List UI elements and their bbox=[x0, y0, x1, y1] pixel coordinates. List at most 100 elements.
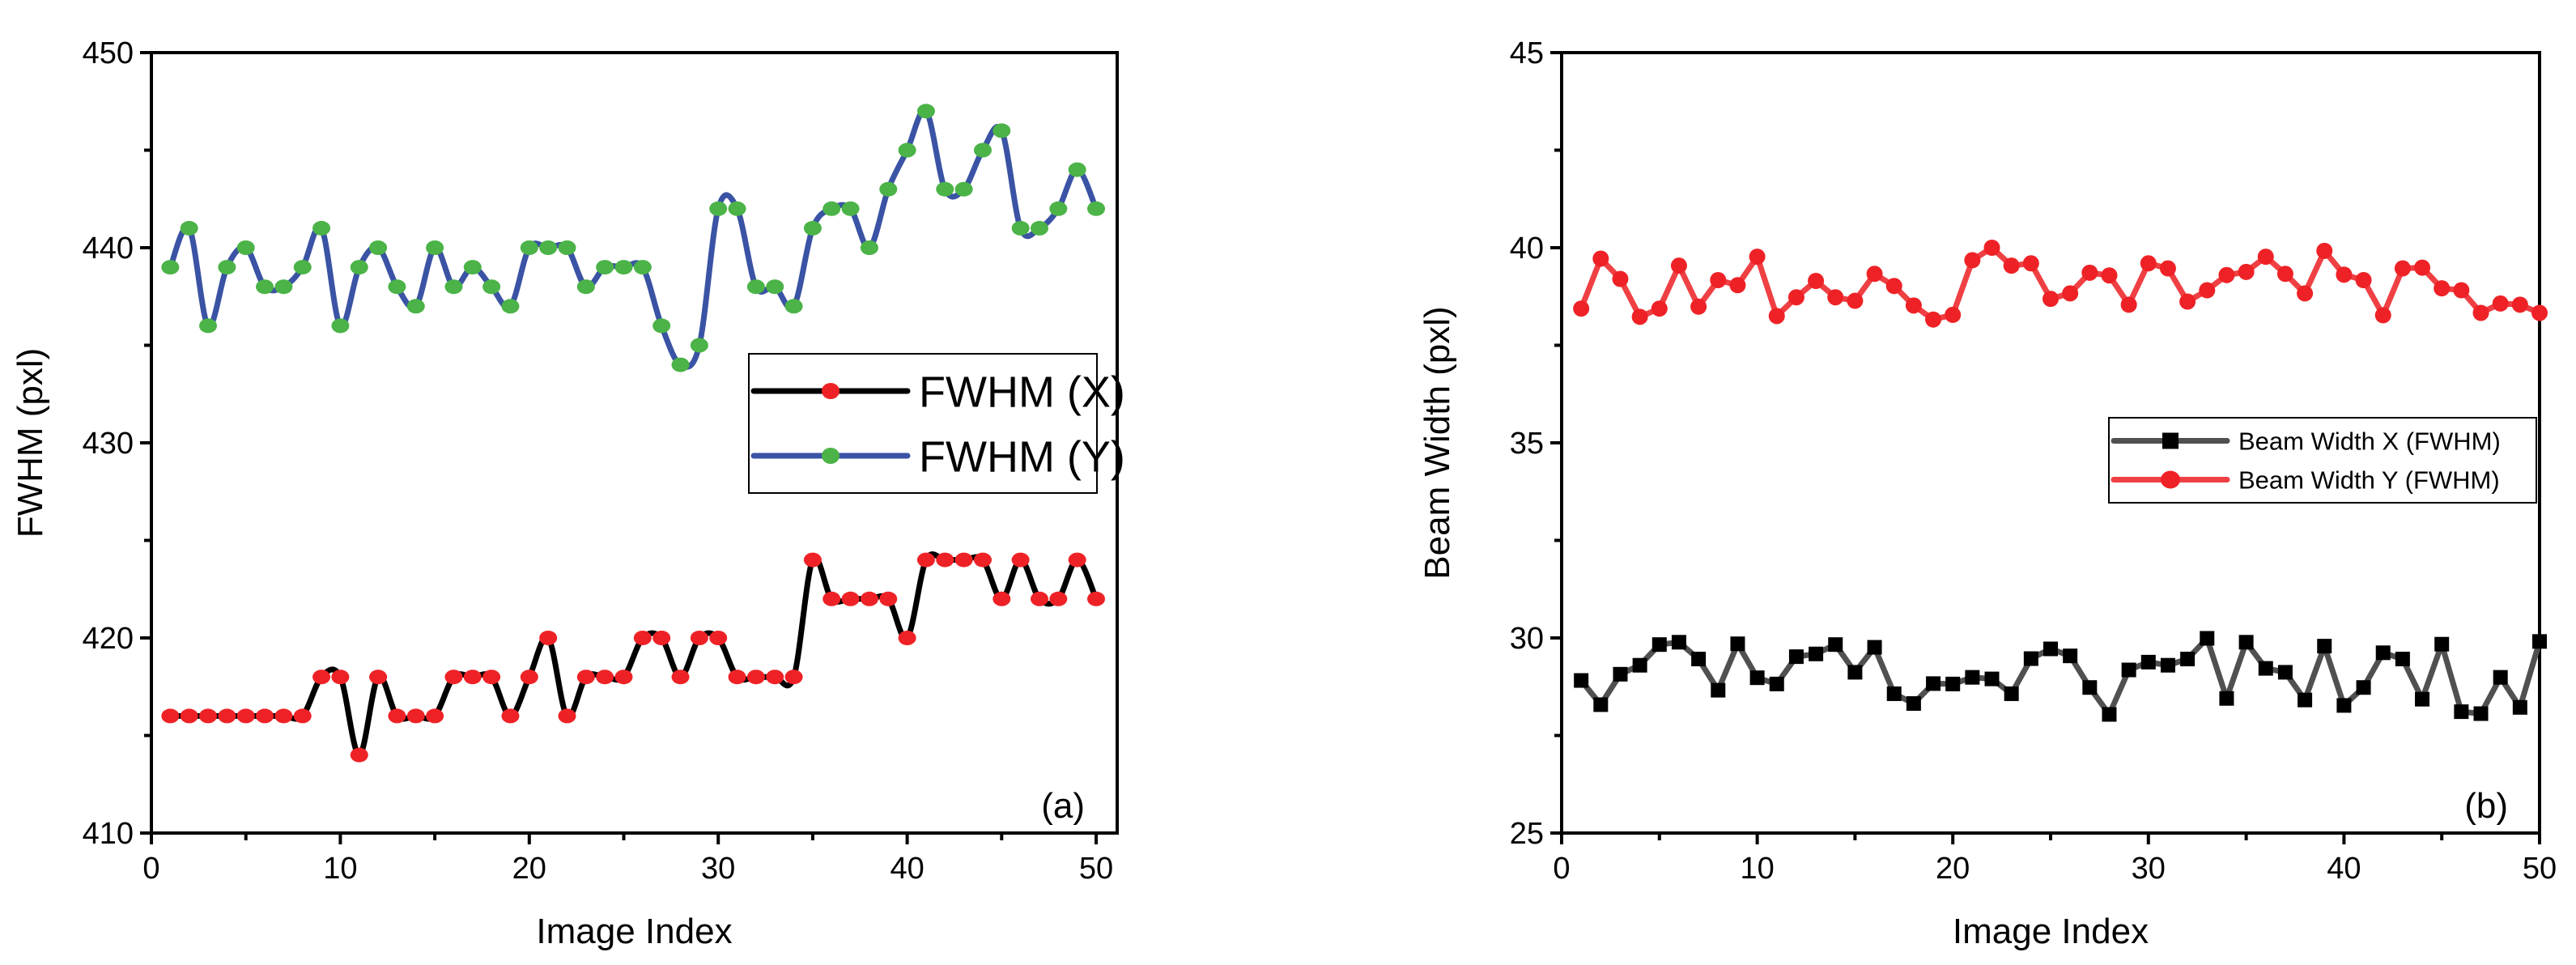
data-point-marker bbox=[2101, 267, 2118, 284]
data-point-marker bbox=[1964, 252, 1981, 269]
data-point-marker bbox=[1749, 249, 1766, 266]
data-point-marker bbox=[2277, 665, 2293, 680]
legend-label: Beam Width X (FWHM) bbox=[2238, 427, 2501, 456]
data-point-marker bbox=[312, 220, 331, 236]
data-point-marker bbox=[501, 708, 520, 724]
data-point-marker bbox=[841, 591, 860, 606]
data-point-marker bbox=[1886, 686, 1902, 701]
data-point-marker bbox=[1847, 665, 1863, 680]
data-point-marker bbox=[709, 631, 728, 645]
data-point-marker bbox=[916, 552, 935, 568]
y-tick-label: 40 bbox=[1510, 232, 1544, 266]
data-point-marker bbox=[161, 708, 180, 724]
y-tick-label: 420 bbox=[83, 622, 134, 656]
data-point-marker bbox=[690, 338, 708, 353]
data-point-marker bbox=[954, 181, 973, 197]
legend-box bbox=[748, 353, 1098, 494]
data-point-marker bbox=[463, 670, 482, 685]
data-point-marker bbox=[1030, 220, 1048, 236]
data-point-marker bbox=[388, 279, 406, 295]
data-point-marker bbox=[2355, 272, 2372, 289]
data-point-marker bbox=[2179, 293, 2196, 310]
data-point-marker bbox=[2512, 699, 2527, 715]
data-point-marker bbox=[1788, 649, 1804, 665]
data-point-marker bbox=[2121, 662, 2136, 678]
data-point-marker bbox=[2336, 266, 2353, 283]
data-point-marker bbox=[728, 201, 746, 216]
data-point-marker bbox=[2395, 652, 2410, 667]
data-point-marker bbox=[2276, 266, 2293, 283]
data-point-marker bbox=[1787, 289, 1804, 306]
data-point-marker bbox=[388, 708, 406, 724]
legend-marker bbox=[822, 448, 840, 464]
data-point-marker bbox=[558, 708, 576, 724]
data-point-marker bbox=[1945, 676, 1961, 691]
data-point-marker bbox=[766, 670, 784, 685]
data-point-marker bbox=[1593, 697, 1609, 712]
data-point-marker bbox=[2219, 691, 2234, 706]
data-point-marker bbox=[2218, 266, 2235, 283]
data-point-marker bbox=[803, 552, 822, 568]
data-point-marker bbox=[2531, 304, 2548, 321]
data-point-marker bbox=[898, 142, 916, 158]
data-point-marker bbox=[973, 142, 992, 158]
data-point-marker bbox=[973, 552, 992, 568]
data-point-marker bbox=[1011, 552, 1030, 568]
data-point-marker bbox=[1049, 591, 1068, 606]
data-point-marker bbox=[331, 670, 350, 685]
data-point-marker bbox=[2022, 255, 2039, 272]
data-point-marker bbox=[803, 220, 822, 236]
y-tick-label: 410 bbox=[83, 817, 134, 851]
legend: Beam Width X (FWHM) Beam Width Y (FWHM) bbox=[2108, 417, 2537, 504]
data-point-marker bbox=[576, 279, 595, 295]
data-point-marker bbox=[653, 631, 671, 645]
data-point-marker bbox=[1030, 591, 1048, 606]
data-point-marker bbox=[690, 631, 708, 645]
data-point-marker bbox=[199, 318, 218, 334]
data-point-marker bbox=[2023, 651, 2038, 666]
x-tick-label: 0 bbox=[142, 852, 159, 886]
data-point-marker bbox=[1885, 278, 1902, 295]
data-point-marker bbox=[879, 591, 898, 606]
data-point-marker bbox=[482, 670, 501, 685]
data-point-marker bbox=[350, 260, 368, 275]
data-point-marker bbox=[236, 240, 255, 255]
panel-label: (a) bbox=[1041, 786, 1085, 826]
data-point-marker bbox=[180, 708, 198, 724]
data-point-marker bbox=[1068, 552, 1086, 568]
data-point-marker bbox=[2532, 634, 2547, 649]
data-point-marker bbox=[2434, 280, 2451, 297]
data-point-marker bbox=[1906, 695, 1921, 711]
data-point-marker bbox=[444, 670, 463, 685]
data-point-marker bbox=[1828, 637, 1843, 653]
data-point-marker bbox=[823, 201, 841, 216]
x-tick-label: 10 bbox=[1740, 852, 1774, 886]
data-point-marker bbox=[293, 260, 312, 275]
x-tick-label: 20 bbox=[512, 852, 546, 886]
data-point-marker bbox=[1087, 591, 1105, 606]
data-point-marker bbox=[2473, 706, 2489, 721]
legend-label: FWHM (Y) bbox=[919, 432, 1125, 481]
data-point-marker bbox=[2238, 263, 2255, 280]
legend-label: FWHM (X) bbox=[919, 368, 1125, 416]
data-point-marker bbox=[558, 240, 576, 255]
x-tick-label: 50 bbox=[2523, 852, 2557, 886]
data-point-marker bbox=[218, 708, 236, 724]
data-point-marker bbox=[520, 670, 538, 685]
data-point-marker bbox=[2374, 307, 2391, 324]
y-tick-label: 430 bbox=[83, 427, 134, 461]
y-axis-label: Beam Width (pxl) bbox=[1418, 306, 1457, 579]
data-point-marker bbox=[1729, 277, 1746, 294]
data-point-marker bbox=[653, 318, 671, 334]
data-point-marker bbox=[369, 670, 388, 685]
data-point-marker bbox=[993, 123, 1011, 138]
data-point-marker bbox=[1574, 673, 1589, 688]
data-point-marker bbox=[1671, 635, 1686, 650]
data-point-marker bbox=[539, 240, 558, 255]
series-fwhm-x bbox=[161, 551, 1105, 763]
data-point-marker bbox=[1049, 201, 1068, 216]
x-axis-label: Image Index bbox=[1953, 912, 2149, 951]
data-point-marker bbox=[1866, 266, 1883, 283]
x-tick-label: 40 bbox=[2327, 852, 2361, 886]
